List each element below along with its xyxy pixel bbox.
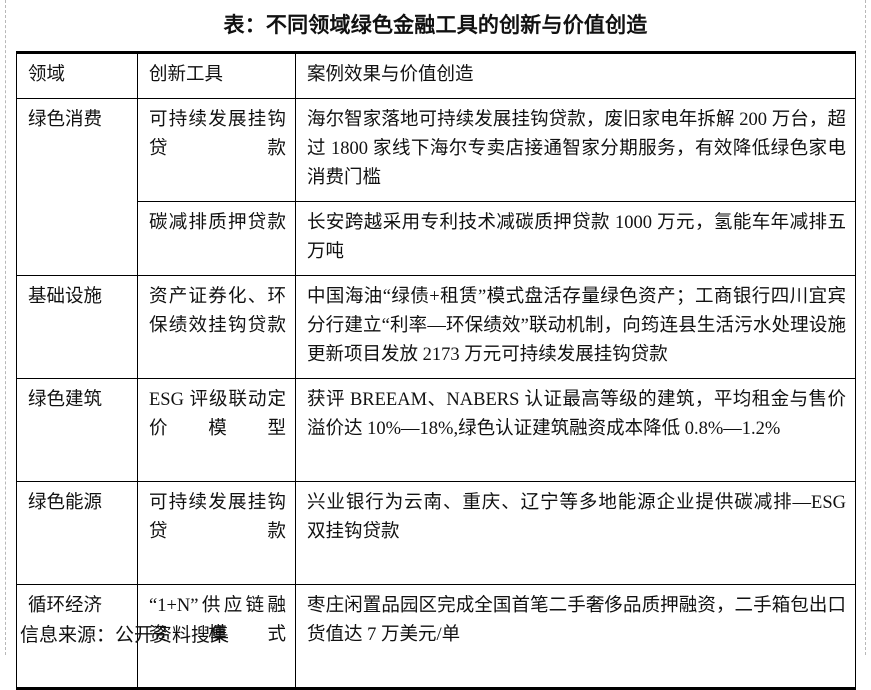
- cell-innovation-tool-text: 可持续发展挂钩贷款: [149, 493, 286, 542]
- cell-innovation-tool: 可持续发展挂钩贷款: [137, 481, 296, 585]
- cell-innovation-tool-text: 资产证券化、环保绩效挂钩贷款: [149, 287, 286, 336]
- cell-domain: 基础设施: [16, 275, 138, 379]
- cell-domain: 绿色建筑: [16, 378, 138, 482]
- cell-case-effect: 兴业银行为云南、重庆、辽宁等多地能源企业提供碳减排—ESG 双挂钩贷款: [295, 481, 856, 585]
- cell-case-effect: 获评 BREEAM、NABERS 认证最高等级的建筑，平均租金与售价溢价达 10…: [295, 378, 856, 482]
- cell-domain: 绿色能源: [16, 481, 138, 585]
- cell-case-effect: 长安跨越采用专利技术减碳质押贷款 1000 万元，氢能车年减排五万吨: [295, 201, 856, 276]
- green-finance-table: 领域 创新工具 案例效果与价值创造 绿色消费 可持续发展挂钩贷款 海尔智家落地可持续…: [16, 51, 856, 690]
- table-container: 领域 创新工具 案例效果与价值创造 绿色消费 可持续发展挂钩贷款 海尔智家落地可持续…: [16, 51, 856, 690]
- source-note: 信息来源：公开资料搜集: [20, 625, 230, 646]
- cell-innovation-tool: 碳减排质押贷款: [137, 201, 296, 276]
- header-cell-effect: 案例效果与价值创造: [295, 52, 856, 99]
- table-header-row: 领域 创新工具 案例效果与价值创造: [16, 52, 856, 99]
- table-body: 领域 创新工具 案例效果与价值创造 绿色消费 可持续发展挂钩贷款 海尔智家落地可持续…: [16, 52, 856, 689]
- header-cell-domain: 领域: [16, 52, 138, 99]
- page-margin-guide-right: [865, 0, 866, 655]
- table-caption: 表：不同领域绿色金融工具的创新与价值创造: [223, 13, 648, 37]
- cell-innovation-tool-text: “1+N”供应链融资模式: [149, 596, 286, 645]
- table-row: 绿色建筑 ESG 评级联动定价模型 获评 BREEAM、NABERS 认证最高等级的…: [16, 378, 856, 482]
- cell-innovation-tool-text: 碳减排质押贷款: [149, 213, 286, 233]
- table-row: 绿色消费 可持续发展挂钩贷款 海尔智家落地可持续发展挂钩贷款，废旧家电年拆解 200…: [16, 98, 856, 276]
- table-row: 绿色能源 可持续发展挂钩贷款 兴业银行为云南、重庆、辽宁等多地能源企业提供碳减排—E…: [16, 481, 856, 585]
- header-cell-tool: 创新工具: [137, 52, 296, 99]
- page-margin-guide-left: [5, 0, 6, 655]
- cell-case-effect: 枣庄闲置品园区完成全国首笔二手奢侈品质押融资，二手箱包出口货值达 7 万美元/单: [295, 584, 856, 689]
- cell-domain: 绿色消费: [16, 98, 138, 276]
- table-row: 基础设施 资产证券化、环保绩效挂钩贷款 中国海油“绿债+租赁”模式盘活存量绿色资产；…: [16, 275, 856, 379]
- document-page: 表：不同领域绿色金融工具的创新与价值创造 领域 创新工具 案例效果与价值创造 绿…: [5, 0, 866, 690]
- cell-innovation-tool: 资产证券化、环保绩效挂钩贷款: [137, 275, 296, 379]
- cell-case-effect: 海尔智家落地可持续发展挂钩贷款，废旧家电年拆解 200 万台，超过 1800 家…: [295, 98, 856, 202]
- cell-innovation-tool: 可持续发展挂钩贷款: [137, 98, 296, 202]
- cell-innovation-tool-text: ESG 评级联动定价模型: [149, 390, 286, 439]
- cell-innovation-tool: ESG 评级联动定价模型: [137, 378, 296, 482]
- table-row: 碳减排质押贷款 长安跨越采用专利技术减碳质押贷款 1000 万元，氢能车年减排五万…: [17, 201, 856, 276]
- cell-case-effect: 中国海油“绿债+租赁”模式盘活存量绿色资产；工商银行四川宜宾分行建立“利率—环保…: [295, 275, 856, 379]
- cell-innovation-tool-text: 可持续发展挂钩贷款: [149, 110, 286, 159]
